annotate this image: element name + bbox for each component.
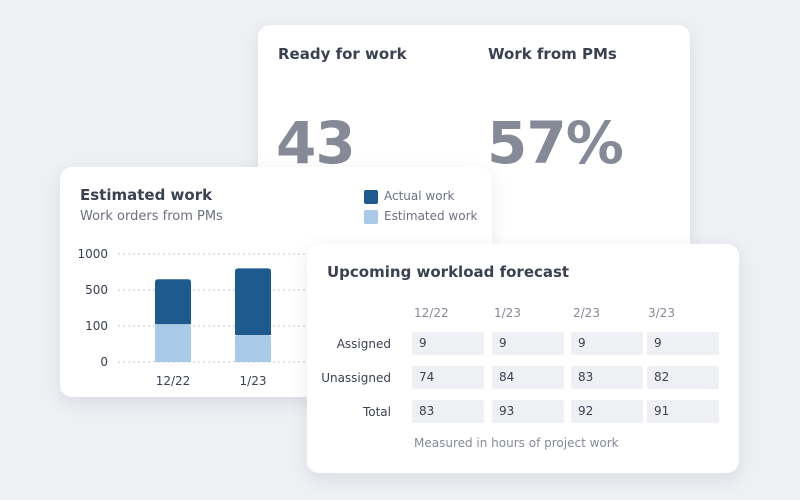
y-tick-label: 0 <box>100 355 108 369</box>
forecast-card: Upcoming workload forecast 12/22 1/23 2/… <box>307 244 739 473</box>
forecast-title: Upcoming workload forecast <box>327 263 570 281</box>
work-from-pms-value: 57% <box>487 109 624 177</box>
col-head-3: 3/23 <box>648 306 675 320</box>
table-cell: 92 <box>571 400 643 423</box>
bar-actual <box>235 268 271 335</box>
table-cell: 74 <box>412 366 484 389</box>
legend-actual-label: Actual work <box>384 189 455 203</box>
row-label-total: Total <box>362 405 391 419</box>
col-head-0: 12/22 <box>414 306 449 320</box>
bar-estimated <box>155 324 191 362</box>
forecast-footnote: Measured in hours of project work <box>414 436 619 450</box>
work-from-pms-label: Work from PMs <box>488 45 617 63</box>
estimated-work-title: Estimated work <box>80 186 213 204</box>
bar-estimated <box>235 335 271 362</box>
col-head-2: 2/23 <box>573 306 600 320</box>
table-cell: 82 <box>647 366 719 389</box>
table-cell: 9 <box>647 332 719 355</box>
estimated-work-subtitle: Work orders from PMs <box>80 209 223 224</box>
x-tick-label: 1/23 <box>240 374 267 388</box>
y-tick-label: 100 <box>85 319 108 333</box>
table-cell: 84 <box>492 366 564 389</box>
ready-for-work-label: Ready for work <box>278 45 407 63</box>
table-cell: 83 <box>412 400 484 423</box>
row-label-unassigned: Unassigned <box>321 371 391 385</box>
ready-for-work-value: 43 <box>276 109 356 177</box>
col-head-1: 1/23 <box>494 306 521 320</box>
table-cell: 9 <box>412 332 484 355</box>
legend-estimated-label: Estimated work <box>384 209 478 223</box>
table-cell: 9 <box>571 332 643 355</box>
y-tick-label: 1000 <box>77 247 108 261</box>
legend-actual-swatch <box>364 190 378 204</box>
y-tick-label: 500 <box>85 283 108 297</box>
table-cell: 91 <box>647 400 719 423</box>
legend-estimated-swatch <box>364 210 378 224</box>
table-cell: 83 <box>571 366 643 389</box>
bar-actual <box>155 279 191 325</box>
table-cell: 9 <box>492 332 564 355</box>
x-tick-label: 12/22 <box>156 374 191 388</box>
table-cell: 93 <box>492 400 564 423</box>
row-label-assigned: Assigned <box>336 337 391 351</box>
